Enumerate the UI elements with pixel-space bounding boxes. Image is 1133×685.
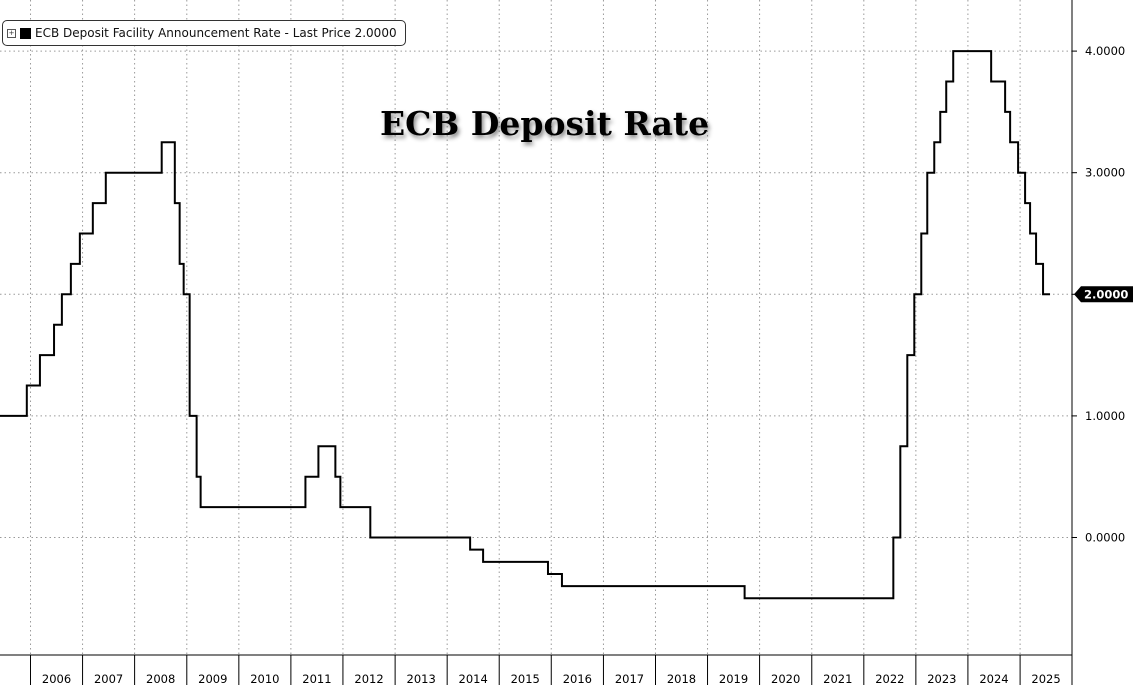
x-tick-label: 2007 (94, 672, 123, 685)
x-tick-label: 2008 (146, 672, 175, 685)
chart-title: ECB Deposit Rate (380, 104, 710, 143)
y-tick-label: 0.0000 (1085, 531, 1125, 545)
x-tick-label: 2011 (302, 672, 331, 685)
x-tick-label: 2024 (979, 672, 1008, 685)
x-tick-label: 2025 (1031, 672, 1060, 685)
legend-label: ECB Deposit Facility Announcement Rate -… (35, 26, 397, 40)
series-line (0, 50, 1051, 600)
x-tick-label: 2020 (771, 672, 800, 685)
x-tick-label: 2010 (250, 672, 279, 685)
grid-lines (0, 0, 1072, 655)
x-tick-label: 2006 (42, 672, 71, 685)
x-tick-label: 2009 (198, 672, 227, 685)
last-value-marker: 2.0000 (1074, 286, 1133, 303)
x-axis-ticks: 2006 2007 2008 2009 2010 2011 2012 2013 2014 2015… (30, 655, 1061, 685)
x-tick-label: 2012 (354, 672, 383, 685)
x-tick-label: 2016 (563, 672, 592, 685)
x-tick-label: 2021 (823, 672, 852, 685)
plus-square-icon[interactable]: + (7, 28, 16, 38)
y-tick-label: 4.0000 (1085, 44, 1125, 58)
x-tick-label: 2023 (927, 672, 956, 685)
y-tick-label: 1.0000 (1085, 409, 1125, 423)
y-tick-label: 3.0000 (1085, 166, 1125, 180)
legend-swatch (20, 27, 31, 39)
x-tick-label: 2018 (667, 672, 696, 685)
series-group (0, 50, 1051, 600)
last-value-label: 2.0000 (1084, 287, 1128, 301)
x-tick-label: 2019 (719, 672, 748, 685)
legend[interactable]: + ECB Deposit Facility Announcement Rate… (2, 20, 406, 46)
x-tick-label: 2013 (407, 672, 436, 685)
axes (0, 0, 1073, 685)
last-value-badge (1074, 286, 1133, 303)
x-tick-label: 2017 (615, 672, 644, 685)
x-tick-label: 2022 (875, 672, 904, 685)
x-tick-label: 2014 (459, 672, 488, 685)
x-tick-label: 2015 (511, 672, 540, 685)
